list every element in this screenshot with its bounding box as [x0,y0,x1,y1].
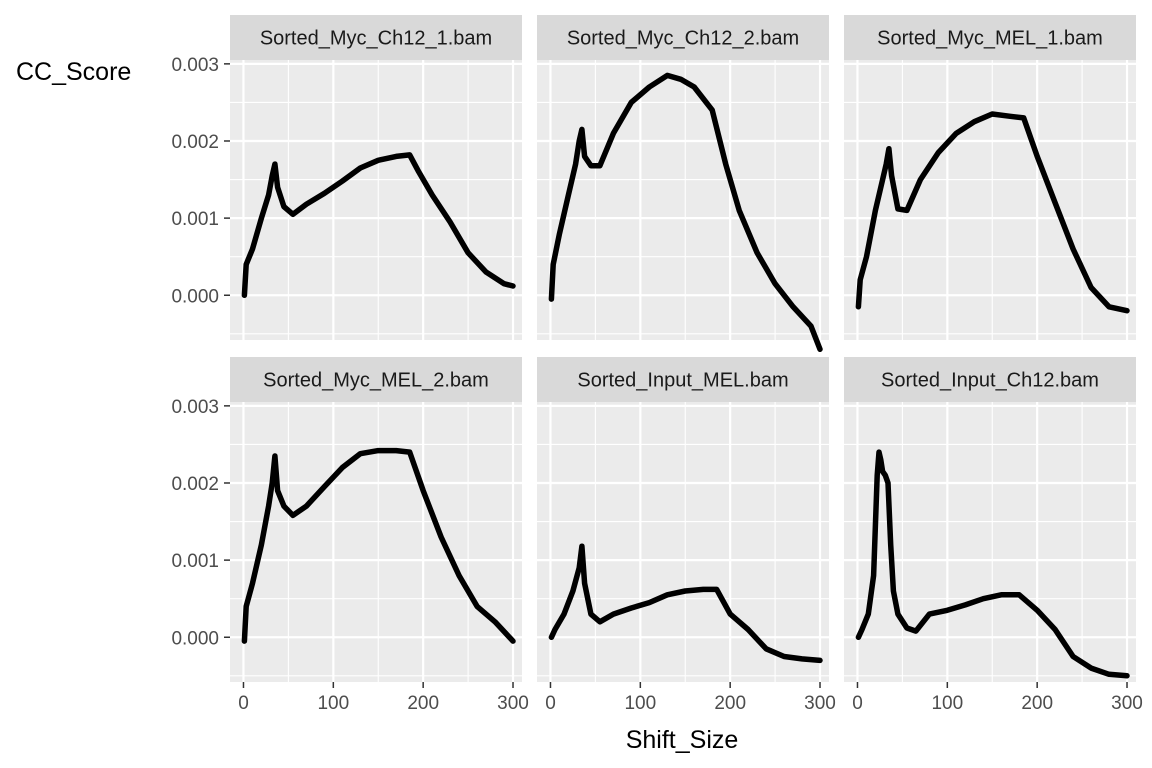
y-tick-label: 0.002 [171,132,219,153]
series-line [548,543,823,664]
y-tick-label: 0.001 [171,551,219,572]
y-tick-label: 0.003 [171,397,219,418]
x-tick-label: 0 [852,693,863,714]
x-axis-title: Shift_Size [626,726,739,754]
facet-panels: Sorted_Myc_Ch12_1.bam Sorted_Myc_Ch12_2.b… [230,15,1136,682]
facet-strip [537,15,829,60]
x-tick-label: 100 [931,693,963,714]
y-axis: 0.000 0.001 0.002 0.003 0.000 0.001 0.002 0.003 [171,55,230,649]
facet-strip [844,357,1136,402]
y-tick-label: 0.000 [171,286,219,307]
plot-panel-background [537,402,829,682]
x-tick-label: 200 [407,693,439,714]
facet-panel: Sorted_Input_Ch12.bam [844,357,1136,682]
y-tick-label: 0.001 [171,209,219,230]
facet-strip-label: Sorted_Myc_MEL_2.bam [263,370,489,392]
facet-panel: Sorted_Myc_MEL_2.bam [230,357,522,682]
x-tick-label: 200 [714,693,746,714]
series-line [855,111,1130,314]
series-line [241,152,516,299]
facet-strip-label: Sorted_Input_Ch12.bam [881,370,1099,392]
facet-panel: Sorted_Input_MEL.bam [537,357,829,682]
facet-strip-label: Sorted_Input_MEL.bam [577,370,788,392]
facet-strip-label: Sorted_Myc_MEL_1.bam [877,28,1103,50]
y-tick-label: 0.000 [171,628,219,649]
x-axis: 0 100 200 300 0 100 200 300 0 100 200 300 [238,682,1143,714]
facet-panel: Sorted_Myc_MEL_1.bam [844,15,1136,340]
y-tick-label: 0.002 [171,474,219,495]
series-line [855,449,1130,679]
facet-strip [537,357,829,402]
facet-strip [230,15,522,60]
x-tick-label: 0 [545,693,556,714]
x-tick-label: 300 [497,693,529,714]
x-tick-label: 0 [238,693,249,714]
facet-strip [844,15,1136,60]
facet-strip [230,357,522,402]
y-axis-title: CC_Score [16,58,131,86]
x-tick-label: 100 [317,693,349,714]
series-line [548,72,823,353]
x-tick-label: 300 [804,693,836,714]
x-tick-label: 300 [1111,693,1143,714]
y-tick-label: 0.003 [171,55,219,76]
x-tick-label: 100 [624,693,656,714]
plot-panel-background [844,60,1136,340]
plot-panel-background [230,60,522,340]
x-tick-label: 200 [1021,693,1053,714]
facet-strip-label: Sorted_Myc_Ch12_2.bam [567,28,799,50]
series-line [241,447,516,644]
facet-strip-label: Sorted_Myc_Ch12_1.bam [260,28,492,50]
facet-panel: Sorted_Myc_Ch12_1.bam [230,15,522,340]
facet-panel: Sorted_Myc_Ch12_2.bam [537,15,829,353]
